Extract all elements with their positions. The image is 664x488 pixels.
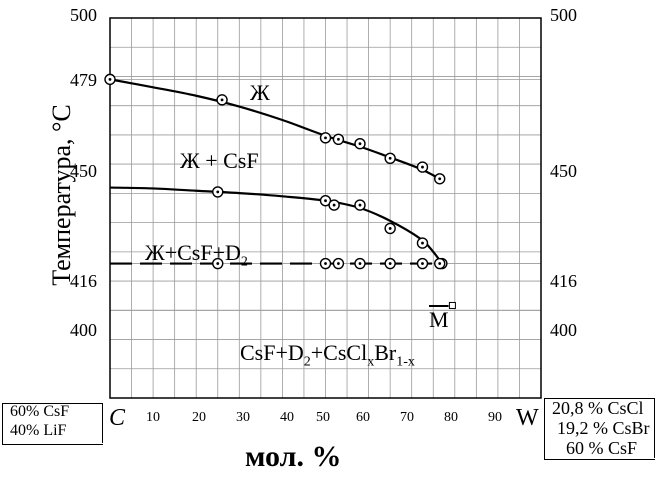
x-tick-label-90: 90 — [488, 410, 502, 426]
x-tick-label-50: 50 — [316, 410, 330, 426]
data-point-center — [421, 262, 424, 265]
data-point-center — [337, 262, 340, 265]
m-square-marker — [449, 302, 455, 308]
data-point-center — [359, 142, 362, 145]
x-tick-label-40: 40 — [280, 410, 294, 426]
y-tick-label-right-450: 450 — [550, 161, 577, 182]
left-composition-bracket-right — [100, 403, 103, 443]
region-label-liquid: Ж — [250, 80, 270, 106]
data-point-center — [389, 157, 392, 160]
m-label: M — [429, 307, 449, 333]
data-point-center — [438, 177, 441, 180]
region-label-solid-sub-1: 2 — [304, 354, 311, 369]
right-composition-line-3: 60 % CsF — [566, 438, 637, 459]
region-label-liquid-csf-d2: Ж+CsF+D2 — [145, 240, 248, 270]
data-point-center — [421, 166, 424, 169]
region-label-solid-sub-3: 1-x — [396, 354, 415, 369]
region-label-solid-text-1: CsF+D — [240, 340, 304, 365]
data-point-center — [389, 227, 392, 230]
data-point-center — [421, 242, 424, 245]
data-point-center — [438, 262, 441, 265]
right-composition-line-2: 19,2 % CsBr — [557, 418, 650, 439]
region-label-solid: CsF+D2+CsClxBr1-x — [240, 340, 415, 370]
data-point-center — [359, 204, 362, 207]
data-point-center — [333, 204, 336, 207]
x-tick-label-30: 30 — [236, 410, 250, 426]
region-label-solid-text-3: Br — [374, 340, 396, 365]
data-point-center — [389, 262, 392, 265]
left-composition-line-1: 60% CsF — [10, 403, 69, 421]
x-tick-label-w: W — [516, 405, 539, 432]
y-tick-label-right-400: 400 — [550, 320, 577, 341]
data-point-center — [324, 136, 327, 139]
m-marker — [449, 302, 455, 308]
left-composition-line-2: 40% LiF — [10, 422, 66, 440]
data-point-center — [359, 262, 362, 265]
x-tick-label-70: 70 — [400, 410, 414, 426]
x-tick-label-60: 60 — [356, 410, 370, 426]
region-label-liquid-csf-d2-text: Ж+CsF+D — [145, 240, 241, 265]
data-point-center — [324, 199, 327, 202]
region-label-liquid-csf-d2-sub: 2 — [241, 254, 248, 269]
data-point-center — [221, 98, 224, 101]
region-label-solid-text-2: +CsCl — [311, 340, 367, 365]
x-tick-label-10: 10 — [146, 410, 160, 426]
x-axis-title: мол. % — [245, 440, 341, 474]
data-point-center — [324, 262, 327, 265]
data-point-center — [216, 191, 219, 194]
y-tick-label-left-400: 400 — [70, 320, 97, 341]
y-tick-label-right-500: 500 — [550, 5, 577, 26]
x-tick-label-20: 20 — [192, 410, 206, 426]
y-tick-label-left-500: 500 — [70, 5, 97, 26]
y-axis-title: Температура, °С — [47, 75, 77, 315]
y-tick-label-right-416: 416 — [550, 271, 577, 292]
data-point-center — [109, 78, 112, 81]
x-tick-label-c: C — [109, 405, 125, 432]
x-tick-label-80: 80 — [444, 410, 458, 426]
right-composition-line-1: 20,8 % CsCl — [552, 398, 644, 419]
curves — [110, 79, 442, 263]
data-point-center — [337, 138, 340, 141]
right-composition-bracket-right — [652, 398, 655, 458]
region-label-liquid-csf: Ж + CsF — [180, 148, 259, 174]
